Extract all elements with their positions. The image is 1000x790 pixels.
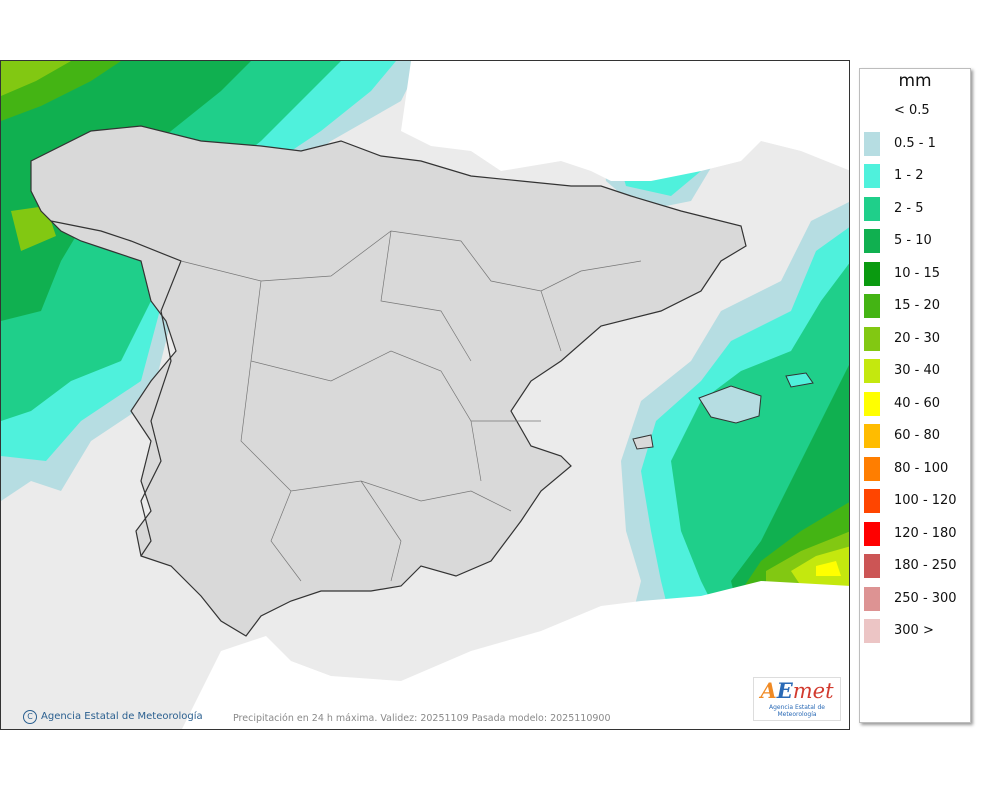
legend-swatch — [864, 424, 880, 448]
legend-entry: 0.5 - 1 — [864, 131, 970, 156]
legend-entry: 40 - 60 — [864, 391, 970, 416]
legend-swatch — [864, 261, 880, 286]
precip-zone-atlantic-yellowgreen — [1, 61, 71, 96]
island-ibiza — [632, 434, 654, 450]
legend-title: mm — [898, 71, 932, 91]
legend-entry: 30 - 40 — [864, 359, 970, 383]
landmass-iberia — [30, 125, 747, 637]
island-mallorca — [698, 385, 762, 424]
legend-label: 60 - 80 — [894, 428, 941, 443]
legend-label: 15 - 20 — [894, 298, 941, 313]
legend-swatch — [864, 131, 880, 156]
legend-entry: 15 - 20 — [864, 294, 970, 318]
precipitation-map: C Agencia Estatal de Meteorología Precipi… — [0, 60, 850, 730]
legend-entry: 2 - 5 — [864, 196, 970, 221]
legend-swatch — [864, 586, 880, 611]
legend-label: 5 - 10 — [894, 233, 932, 248]
border-portugal — [50, 220, 182, 557]
legend-swatch — [864, 164, 880, 188]
legend-swatch — [864, 99, 880, 123]
legend-swatch — [864, 391, 880, 416]
precip-zone-med-yellow — [816, 561, 841, 576]
legend-label: 300 > — [894, 623, 934, 638]
legend-label: 20 - 30 — [894, 330, 941, 346]
legend-label: 10 - 15 — [894, 265, 941, 281]
legend-swatch — [864, 554, 880, 578]
legend-swatch — [864, 619, 880, 643]
aemet-logo-subtitle: Agencia Estatal de Meteorología — [768, 704, 825, 718]
legend-swatch — [864, 359, 880, 383]
legend-entry: 100 - 120 — [864, 489, 970, 513]
admin-lines — [180, 230, 642, 582]
map-caption: Precipitación en 24 h máxima. Validez: 2… — [233, 713, 611, 724]
legend-entry: 5 - 10 — [864, 229, 970, 253]
legend-label: 120 - 180 — [894, 525, 957, 541]
aemet-logo: AEmet Agencia Estatal de Meteorología — [753, 677, 841, 721]
legend-label: 0.5 - 1 — [894, 135, 936, 151]
legend-swatch — [864, 456, 880, 481]
agency-credit: C Agencia Estatal de Meteorología — [23, 710, 203, 724]
legend-label: < 0.5 — [894, 103, 930, 118]
island-menorca — [785, 372, 814, 388]
legend-swatch — [864, 229, 880, 253]
legend-entry: 250 - 300 — [864, 586, 970, 611]
landmass-africa — [182, 581, 849, 729]
legend-entry: 300 > — [864, 619, 970, 643]
legend-swatch — [864, 196, 880, 221]
precip-zone-atlantic-dark — [1, 61, 251, 321]
legend-entry: < 0.5 — [864, 99, 970, 123]
legend-entry: 20 - 30 — [864, 326, 970, 351]
landmass-france — [401, 61, 849, 181]
legend-entry: 120 - 180 — [864, 521, 970, 546]
legend-label: 40 - 60 — [894, 395, 941, 411]
legend-entry: 60 - 80 — [864, 424, 970, 448]
legend-label: 30 - 40 — [894, 363, 941, 378]
legend-entry: 10 - 15 — [864, 261, 970, 286]
legend-label: 100 - 120 — [894, 493, 957, 508]
copyright-icon: C — [23, 710, 37, 724]
legend-label: 250 - 300 — [894, 590, 957, 606]
legend-label: 1 - 2 — [894, 168, 924, 183]
legend-swatch — [864, 489, 880, 513]
legend-entry: 180 - 250 — [864, 554, 970, 578]
legend-entry: 1 - 2 — [864, 164, 970, 188]
precipitation-legend: mm < 0.5 0.5 - 1 1 - 2 2 - 5 5 - 10 10 - 15 15… — [859, 68, 971, 723]
aemet-logo-wordmark: AEmet — [760, 678, 834, 703]
legend-swatch — [864, 294, 880, 318]
legend-swatch — [864, 521, 880, 546]
legend-label: 180 - 250 — [894, 558, 957, 573]
agency-credit-text: Agencia Estatal de Meteorología — [41, 711, 203, 722]
legend-label: 80 - 100 — [894, 460, 949, 476]
legend-label: 2 - 5 — [894, 200, 924, 216]
legend-entry: 80 - 100 — [864, 456, 970, 481]
map-svg — [1, 61, 849, 729]
precip-zone-atlantic-green-patch — [11, 206, 56, 251]
legend-swatch — [864, 326, 880, 351]
